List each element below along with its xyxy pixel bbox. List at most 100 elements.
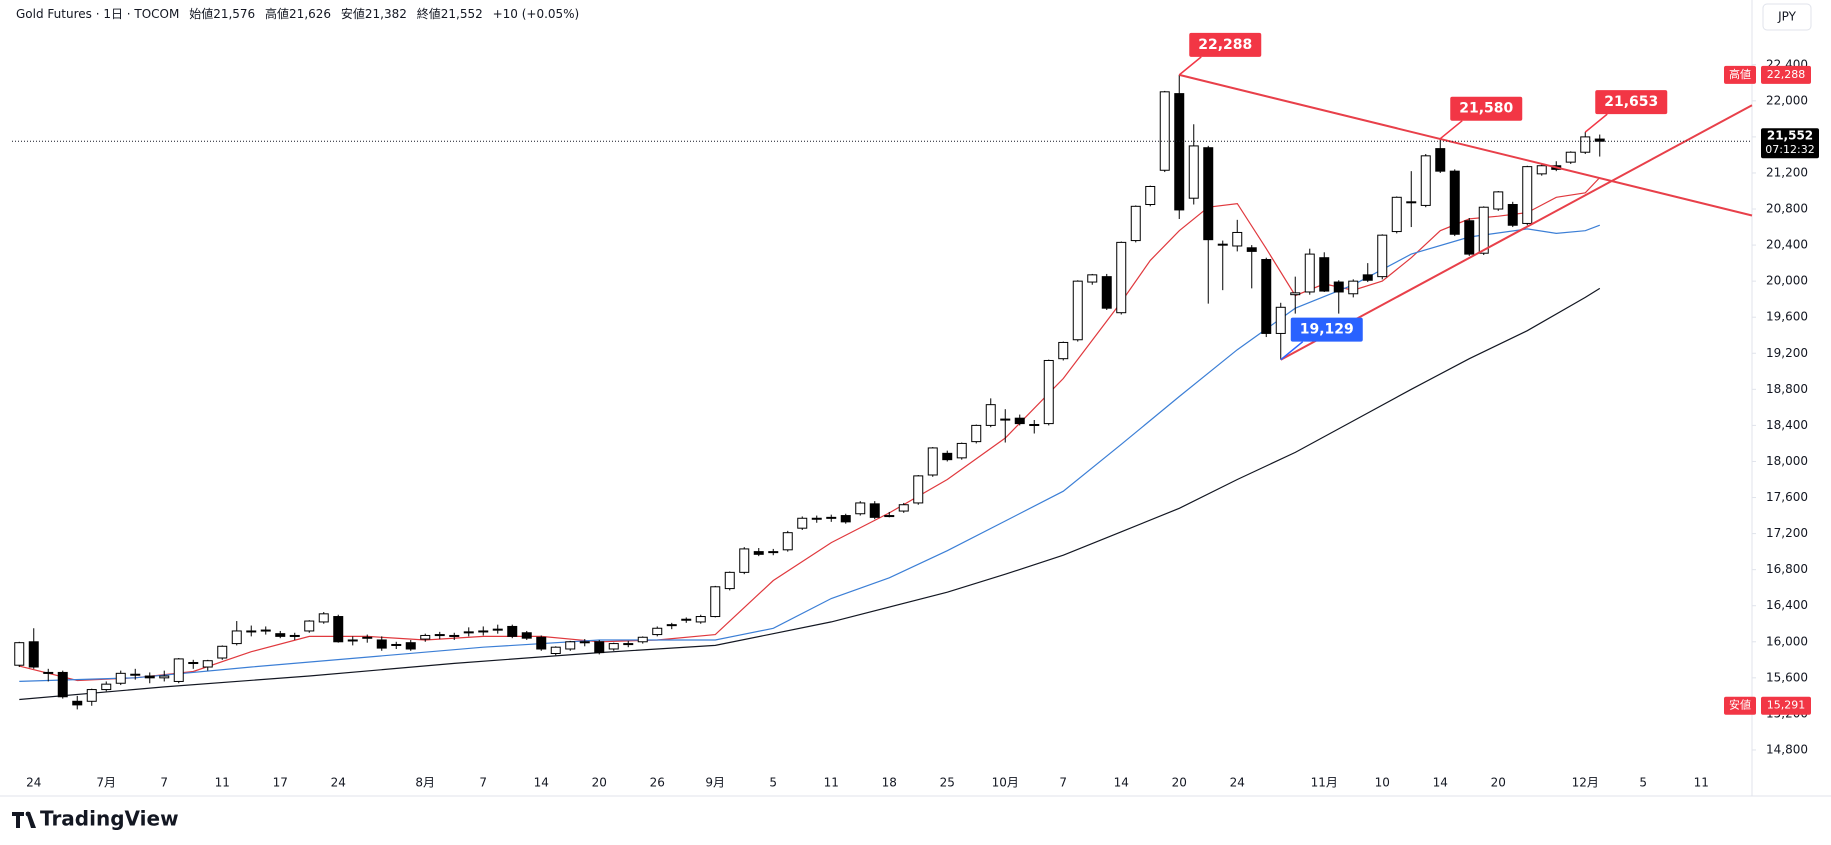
callout-label: 21,653: [1604, 94, 1658, 110]
candle-body: [521, 632, 532, 639]
y-tick-label: 20,800: [1766, 202, 1808, 216]
moving-average: [19, 287, 1601, 701]
x-tick-label: 9月: [705, 776, 725, 790]
candle-body: [173, 658, 184, 682]
last-price-tag: [1761, 128, 1819, 159]
candle-body: [1580, 136, 1591, 153]
symbol: Gold Futures · 1日 · TOCOM: [16, 7, 179, 21]
candle-body: [565, 641, 576, 650]
tag-name-box: [1724, 696, 1756, 715]
candle-body: [1478, 206, 1489, 254]
button-label[interactable]: JPY: [1777, 10, 1797, 24]
candle-body: [1203, 147, 1214, 241]
candle-body: [1420, 155, 1431, 206]
field-value: 21,626: [289, 7, 331, 21]
candle-body: [318, 613, 329, 623]
last-price-label: 21,552: [1767, 129, 1813, 143]
candle-body: [130, 673, 141, 676]
tag-value: 22,288: [1767, 68, 1806, 81]
candle-body: [695, 616, 706, 623]
candle-body: [231, 630, 242, 645]
tag-value-box: [1761, 696, 1811, 715]
candle-body: [57, 671, 68, 698]
currency-button[interactable]: JPY: [1762, 3, 1812, 31]
trendline: [1280, 104, 1753, 361]
candle-body: [434, 634, 445, 637]
field-value: 21,382: [365, 7, 407, 21]
candle-body: [391, 643, 402, 646]
candle-body: [956, 442, 967, 459]
candle-body: [724, 571, 735, 590]
candle-body: [942, 452, 953, 461]
candle-body: [1101, 276, 1112, 309]
candle-body: [623, 643, 634, 646]
x-tick-label: 10: [1375, 776, 1390, 790]
candle-body: [1333, 281, 1344, 293]
candle-body: [797, 517, 808, 529]
candle-body: [202, 660, 213, 668]
candle-body: [304, 620, 315, 632]
candle-body: [507, 625, 518, 637]
candle-body: [811, 517, 822, 520]
candle-body: [1565, 151, 1576, 163]
x-tick-label: 14: [534, 776, 549, 790]
y-tick-label: 16,800: [1766, 562, 1808, 576]
candle-body: [159, 675, 170, 679]
x-tick-label: 24: [1230, 776, 1245, 790]
callout-connector: [1439, 120, 1463, 140]
candle-body: [985, 404, 996, 426]
header: Gold Futures · 1日 · TOCOM 始値21,576 高値21,…: [16, 6, 579, 21]
candle-body: [1232, 231, 1243, 247]
candle-body: [1391, 196, 1402, 233]
button-frame[interactable]: [1762, 3, 1812, 31]
x-tick-label: 14: [1114, 776, 1129, 790]
candle-body: [1261, 259, 1272, 334]
tag-name: 高値: [1729, 67, 1751, 81]
candle-body: [246, 630, 257, 633]
countdown: 07:12:32: [1765, 143, 1814, 156]
candle-body: [608, 643, 619, 650]
candle-body: [1449, 170, 1460, 235]
candle-body: [420, 634, 431, 640]
candle-body: [884, 515, 895, 518]
candle-body: [1072, 280, 1083, 341]
candle-body: [1290, 292, 1301, 296]
brand: TradingView: [40, 807, 179, 831]
tag-name: 安値: [1729, 698, 1751, 712]
x-tick-label: 18: [882, 776, 897, 790]
logo-dot: [25, 811, 31, 817]
field-value: 21,552: [441, 7, 483, 21]
candle-body: [492, 628, 503, 631]
y-tick-label: 19,600: [1766, 310, 1808, 324]
callout-label: 21,580: [1459, 101, 1513, 117]
candle-body: [405, 642, 416, 650]
candle-body: [333, 616, 344, 643]
candle-body: [768, 551, 779, 554]
candle-body: [1000, 418, 1011, 421]
field-label: 高値: [265, 6, 289, 21]
candle-body: [681, 618, 692, 621]
candle-body: [1522, 166, 1533, 224]
x-tick-label: 5: [769, 776, 777, 790]
candle-body: [652, 627, 663, 636]
candle-body: [782, 532, 793, 551]
candle-body: [1507, 204, 1518, 226]
candle-body: [275, 633, 286, 637]
candle-body: [449, 634, 460, 637]
candle-body: [739, 548, 750, 573]
candle-body: [217, 645, 228, 659]
trendline: [1179, 73, 1753, 217]
tag-value: 15,291: [1767, 699, 1806, 712]
y-tick-label: 18,000: [1766, 454, 1808, 468]
y-tick-label: 15,600: [1766, 670, 1808, 684]
x-tick-label: 7: [1059, 776, 1067, 790]
candle-body: [14, 642, 25, 666]
y-tick-label: 17,200: [1766, 526, 1808, 540]
x-tick-label: 24: [331, 776, 346, 790]
x-tick-label: 7: [479, 776, 487, 790]
y-tick-label: 22,000: [1766, 93, 1808, 107]
candle-body: [1319, 257, 1330, 292]
y-tick-label: 19,200: [1766, 346, 1808, 360]
x-tick-label: 7月: [96, 776, 116, 790]
